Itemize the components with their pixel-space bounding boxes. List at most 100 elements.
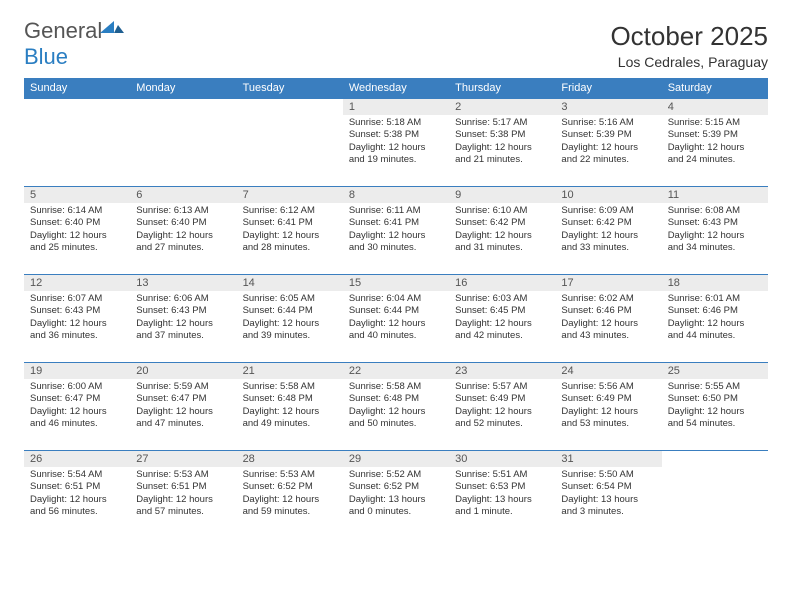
calendar-cell: 22Sunrise: 5:58 AMSunset: 6:48 PMDayligh… [343,363,449,451]
day-info: Sunrise: 5:51 AMSunset: 6:53 PMDaylight:… [449,467,555,522]
day-info: Sunrise: 6:00 AMSunset: 6:47 PMDaylight:… [24,379,130,434]
calendar-cell [237,99,343,187]
day-header-tuesday: Tuesday [237,78,343,99]
day-info: Sunrise: 5:58 AMSunset: 6:48 PMDaylight:… [237,379,343,434]
page-title: October 2025 [610,21,768,52]
calendar-cell: 18Sunrise: 6:01 AMSunset: 6:46 PMDayligh… [662,275,768,363]
day-info: Sunrise: 5:52 AMSunset: 6:52 PMDaylight:… [343,467,449,522]
logo: General Blue [24,18,124,70]
header: General Blue October 2025 Los Cedrales, … [24,18,768,70]
calendar-week-row: 26Sunrise: 5:54 AMSunset: 6:51 PMDayligh… [24,451,768,539]
calendar-cell: 13Sunrise: 6:06 AMSunset: 6:43 PMDayligh… [130,275,236,363]
calendar-cell: 5Sunrise: 6:14 AMSunset: 6:40 PMDaylight… [24,187,130,275]
day-info: Sunrise: 5:15 AMSunset: 5:39 PMDaylight:… [662,115,768,170]
day-number: 12 [24,275,130,291]
calendar-cell: 16Sunrise: 6:03 AMSunset: 6:45 PMDayligh… [449,275,555,363]
day-number: 15 [343,275,449,291]
day-number: 11 [662,187,768,203]
day-info: Sunrise: 5:59 AMSunset: 6:47 PMDaylight:… [130,379,236,434]
calendar-cell: 4Sunrise: 5:15 AMSunset: 5:39 PMDaylight… [662,99,768,187]
calendar-week-row: 5Sunrise: 6:14 AMSunset: 6:40 PMDaylight… [24,187,768,275]
day-info: Sunrise: 5:56 AMSunset: 6:49 PMDaylight:… [555,379,661,434]
logo-word-2: Blue [24,44,68,69]
calendar-cell: 19Sunrise: 6:00 AMSunset: 6:47 PMDayligh… [24,363,130,451]
day-number: 22 [343,363,449,379]
day-info: Sunrise: 5:17 AMSunset: 5:38 PMDaylight:… [449,115,555,170]
day-info: Sunrise: 5:58 AMSunset: 6:48 PMDaylight:… [343,379,449,434]
calendar-cell: 23Sunrise: 5:57 AMSunset: 6:49 PMDayligh… [449,363,555,451]
day-number: 4 [662,99,768,115]
day-number: 6 [130,187,236,203]
day-info: Sunrise: 6:05 AMSunset: 6:44 PMDaylight:… [237,291,343,346]
day-number: 17 [555,275,661,291]
day-info: Sunrise: 6:14 AMSunset: 6:40 PMDaylight:… [24,203,130,258]
calendar-cell: 1Sunrise: 5:18 AMSunset: 5:38 PMDaylight… [343,99,449,187]
calendar-cell: 25Sunrise: 5:55 AMSunset: 6:50 PMDayligh… [662,363,768,451]
day-info: Sunrise: 5:53 AMSunset: 6:51 PMDaylight:… [130,467,236,522]
day-header-monday: Monday [130,78,236,99]
day-info: Sunrise: 5:18 AMSunset: 5:38 PMDaylight:… [343,115,449,170]
calendar-cell: 27Sunrise: 5:53 AMSunset: 6:51 PMDayligh… [130,451,236,539]
day-header-wednesday: Wednesday [343,78,449,99]
day-number: 9 [449,187,555,203]
day-number: 31 [555,451,661,467]
day-info: Sunrise: 6:02 AMSunset: 6:46 PMDaylight:… [555,291,661,346]
logo-text: General Blue [24,18,124,70]
day-info: Sunrise: 6:13 AMSunset: 6:40 PMDaylight:… [130,203,236,258]
day-number: 18 [662,275,768,291]
calendar-cell: 12Sunrise: 6:07 AMSunset: 6:43 PMDayligh… [24,275,130,363]
calendar-cell: 30Sunrise: 5:51 AMSunset: 6:53 PMDayligh… [449,451,555,539]
day-number: 13 [130,275,236,291]
calendar-cell: 11Sunrise: 6:08 AMSunset: 6:43 PMDayligh… [662,187,768,275]
calendar-cell: 9Sunrise: 6:10 AMSunset: 6:42 PMDaylight… [449,187,555,275]
day-info: Sunrise: 5:54 AMSunset: 6:51 PMDaylight:… [24,467,130,522]
calendar-cell: 29Sunrise: 5:52 AMSunset: 6:52 PMDayligh… [343,451,449,539]
calendar-table: SundayMondayTuesdayWednesdayThursdayFrid… [24,78,768,539]
day-header-saturday: Saturday [662,78,768,99]
calendar-cell: 10Sunrise: 6:09 AMSunset: 6:42 PMDayligh… [555,187,661,275]
calendar-cell: 15Sunrise: 6:04 AMSunset: 6:44 PMDayligh… [343,275,449,363]
calendar-week-row: 19Sunrise: 6:00 AMSunset: 6:47 PMDayligh… [24,363,768,451]
day-number: 23 [449,363,555,379]
calendar-cell: 6Sunrise: 6:13 AMSunset: 6:40 PMDaylight… [130,187,236,275]
day-number: 1 [343,99,449,115]
day-info: Sunrise: 6:12 AMSunset: 6:41 PMDaylight:… [237,203,343,258]
day-number: 29 [343,451,449,467]
day-number: 19 [24,363,130,379]
calendar-cell: 7Sunrise: 6:12 AMSunset: 6:41 PMDaylight… [237,187,343,275]
calendar-cell: 28Sunrise: 5:53 AMSunset: 6:52 PMDayligh… [237,451,343,539]
day-number: 3 [555,99,661,115]
day-number: 14 [237,275,343,291]
logo-mark-icon [100,15,124,40]
calendar-week-row: 12Sunrise: 6:07 AMSunset: 6:43 PMDayligh… [24,275,768,363]
day-info: Sunrise: 6:09 AMSunset: 6:42 PMDaylight:… [555,203,661,258]
day-number: 26 [24,451,130,467]
day-number: 10 [555,187,661,203]
calendar-cell: 3Sunrise: 5:16 AMSunset: 5:39 PMDaylight… [555,99,661,187]
calendar-cell: 21Sunrise: 5:58 AMSunset: 6:48 PMDayligh… [237,363,343,451]
calendar-cell: 17Sunrise: 6:02 AMSunset: 6:46 PMDayligh… [555,275,661,363]
calendar-cell: 2Sunrise: 5:17 AMSunset: 5:38 PMDaylight… [449,99,555,187]
day-info: Sunrise: 6:10 AMSunset: 6:42 PMDaylight:… [449,203,555,258]
day-info: Sunrise: 5:57 AMSunset: 6:49 PMDaylight:… [449,379,555,434]
day-info: Sunrise: 6:07 AMSunset: 6:43 PMDaylight:… [24,291,130,346]
day-header-thursday: Thursday [449,78,555,99]
day-number: 28 [237,451,343,467]
calendar-cell: 26Sunrise: 5:54 AMSunset: 6:51 PMDayligh… [24,451,130,539]
day-number: 21 [237,363,343,379]
day-info: Sunrise: 5:16 AMSunset: 5:39 PMDaylight:… [555,115,661,170]
calendar-cell: 14Sunrise: 6:05 AMSunset: 6:44 PMDayligh… [237,275,343,363]
calendar-cell: 24Sunrise: 5:56 AMSunset: 6:49 PMDayligh… [555,363,661,451]
calendar-cell: 31Sunrise: 5:50 AMSunset: 6:54 PMDayligh… [555,451,661,539]
day-info: Sunrise: 6:11 AMSunset: 6:41 PMDaylight:… [343,203,449,258]
title-block: October 2025 Los Cedrales, Paraguay [610,21,768,70]
day-number: 25 [662,363,768,379]
day-info: Sunrise: 5:55 AMSunset: 6:50 PMDaylight:… [662,379,768,434]
day-info: Sunrise: 6:08 AMSunset: 6:43 PMDaylight:… [662,203,768,258]
calendar-cell [24,99,130,187]
day-info: Sunrise: 5:50 AMSunset: 6:54 PMDaylight:… [555,467,661,522]
calendar-cell: 20Sunrise: 5:59 AMSunset: 6:47 PMDayligh… [130,363,236,451]
day-info: Sunrise: 5:53 AMSunset: 6:52 PMDaylight:… [237,467,343,522]
page-subtitle: Los Cedrales, Paraguay [610,54,768,70]
calendar-week-row: 1Sunrise: 5:18 AMSunset: 5:38 PMDaylight… [24,99,768,187]
